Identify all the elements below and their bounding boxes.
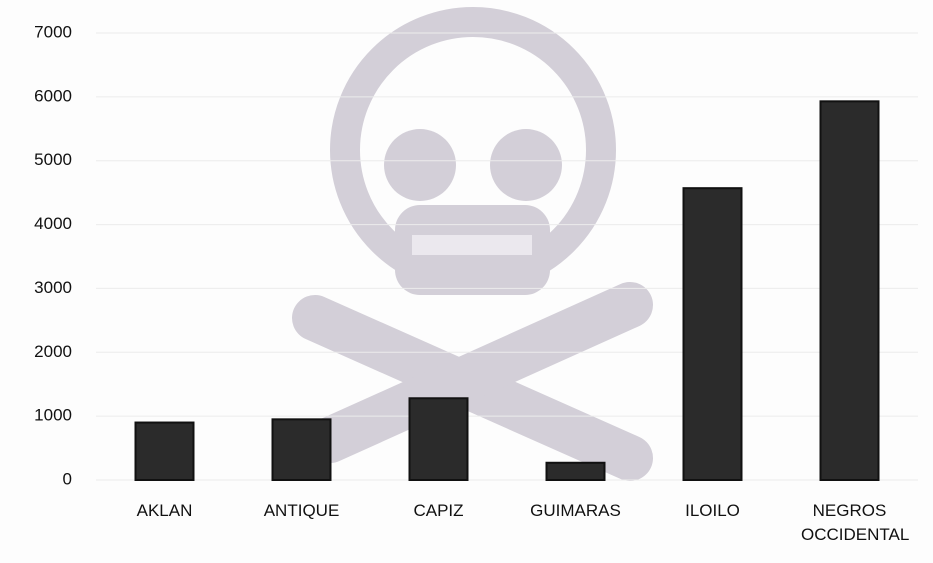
- bar: [134, 421, 195, 481]
- x-tick-label: ANTIQUE: [263, 501, 340, 520]
- bar: [271, 418, 332, 482]
- y-tick-label: 3000: [34, 278, 72, 297]
- bar: [819, 100, 880, 481]
- x-tick-label: CAPIZ: [413, 501, 464, 520]
- bar: [545, 461, 606, 482]
- y-tick-label: 2000: [34, 342, 72, 361]
- y-tick-label: 1000: [34, 406, 72, 425]
- y-tick-label: 0: [63, 469, 72, 488]
- x-tick-label: GUIMARAS: [530, 501, 621, 520]
- x-tick-label: NEGROS OCCIDENTAL: [801, 501, 910, 544]
- bar: [682, 187, 743, 481]
- x-tick-label: ILOILO: [685, 501, 740, 520]
- y-tick-label: 4000: [34, 214, 72, 233]
- x-tick-label: AKLAN: [136, 501, 193, 520]
- y-tick-label: 6000: [34, 86, 72, 105]
- skull-watermark: [292, 7, 653, 481]
- bar: [408, 397, 469, 481]
- y-tick-label: 5000: [34, 150, 72, 169]
- y-tick-label: 7000: [34, 22, 72, 41]
